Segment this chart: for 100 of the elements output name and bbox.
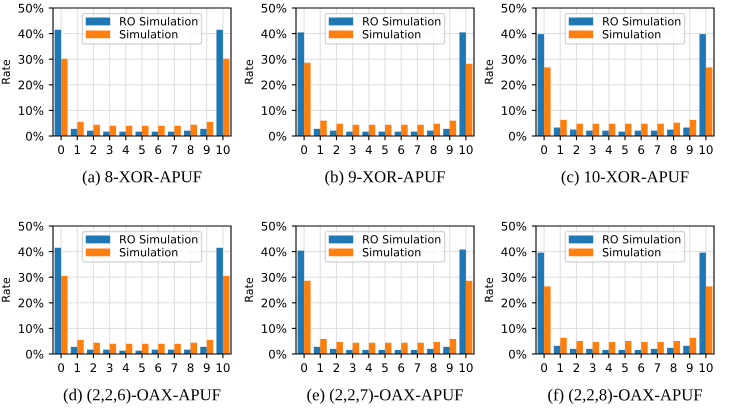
text: (b) 9-XOR-APUF (325, 170, 445, 186)
bar (544, 67, 551, 136)
x-tick-label: 8 (188, 363, 194, 372)
y-axis-title: Rate (244, 60, 254, 84)
bar (336, 342, 343, 354)
bar (298, 32, 304, 136)
bar (410, 132, 418, 136)
x-tick-label: 7 (172, 145, 178, 154)
bar (417, 124, 424, 136)
x-tick-label: 0 (301, 363, 308, 372)
bar (608, 342, 616, 354)
y-tick-label: 40% (18, 29, 44, 38)
bar (93, 124, 100, 136)
x-tick-label: 2 (90, 145, 96, 154)
y-tick-label: 40% (261, 247, 286, 256)
y-axis-title: Rate (244, 278, 254, 302)
bar (699, 34, 706, 136)
y-tick-label: 10% (19, 324, 44, 334)
bar (401, 342, 408, 354)
x-tick-label: 6 (155, 363, 162, 372)
x-tick-label: 1 (74, 145, 80, 154)
bar (168, 350, 174, 354)
bar (158, 126, 165, 136)
x-tick-label: 8 (430, 363, 436, 372)
x-tick-label: 4 (122, 145, 129, 154)
y-tick-label: 50% (502, 222, 526, 231)
bar (674, 340, 680, 354)
x-tick-label: 7 (414, 363, 420, 372)
x-tick-label: 2 (334, 145, 340, 154)
legend-label: Simulation (602, 30, 660, 38)
bar (385, 124, 392, 136)
y-axis-title: Rate (2, 278, 10, 302)
y-tick-label: 0% (26, 350, 44, 359)
bar (459, 250, 466, 354)
bar (368, 342, 376, 354)
x-tick-label: 4 (122, 363, 129, 372)
x-tick-label: 10 (700, 145, 713, 154)
bar (93, 342, 100, 354)
y-tick-label: 40% (501, 247, 526, 256)
bar (618, 132, 625, 136)
bar (586, 130, 593, 136)
bar (222, 276, 230, 354)
legend-label: RO Simulation (120, 234, 198, 244)
x-tick-label: 4 (366, 145, 372, 154)
bar (70, 128, 78, 136)
x-tick-label: 8 (670, 363, 676, 372)
bar (304, 62, 311, 136)
x-tick-label: 9 (686, 363, 693, 372)
bar (368, 124, 376, 136)
bar (126, 126, 132, 136)
bar (657, 342, 664, 354)
bar (554, 128, 560, 136)
text: (d) (2,2,6)-OAX-APUF (64, 388, 220, 404)
bar (434, 124, 440, 136)
x-tick-label: 0 (541, 363, 548, 372)
bar (103, 132, 110, 136)
y-tick-label: 30% (18, 54, 44, 64)
bar (466, 280, 472, 354)
bar (352, 342, 360, 354)
y-tick-label: 0% (509, 132, 526, 141)
y-tick-label: 40% (18, 247, 44, 256)
x-tick-label: 4 (606, 363, 612, 372)
legend-label: RO Simulation (120, 16, 198, 26)
bar (706, 286, 712, 354)
bar (544, 286, 551, 354)
x-tick-label: 10 (216, 363, 230, 372)
bar (346, 132, 353, 136)
bar (385, 342, 392, 354)
bar (592, 124, 600, 136)
x-tick-label: 0 (301, 145, 308, 154)
bar (86, 130, 94, 136)
y-tick-label: 20% (18, 80, 44, 90)
bar (625, 124, 632, 136)
y-tick-label: 20% (502, 298, 526, 308)
bar (119, 132, 126, 136)
legend-label: Simulation (120, 248, 178, 256)
x-tick-label: 5 (139, 145, 145, 154)
legend-label: Simulation (120, 30, 178, 38)
y-tick-label: 10% (502, 324, 526, 334)
bar (336, 124, 343, 136)
bar (641, 124, 648, 136)
bar (206, 122, 214, 136)
bar (657, 124, 664, 136)
legend-label: Simulation (602, 248, 660, 256)
x-tick-label: 10 (460, 145, 473, 154)
bar (184, 350, 191, 354)
bar (459, 32, 466, 136)
x-tick-label: 10 (700, 363, 713, 372)
x-tick-label: 6 (638, 363, 644, 372)
legend-label: RO Simulation (363, 16, 440, 26)
y-tick-label: 20% (502, 80, 526, 90)
bar (168, 132, 174, 136)
y-tick-label: 30% (18, 272, 44, 282)
legend-label: RO Simulation (603, 234, 680, 244)
bar (298, 250, 304, 354)
x-tick-label: 3 (350, 145, 356, 154)
bar (641, 342, 648, 354)
x-tick-label: 6 (638, 145, 644, 154)
x-tick-label: 7 (654, 145, 660, 154)
x-tick-label: 4 (606, 145, 612, 154)
